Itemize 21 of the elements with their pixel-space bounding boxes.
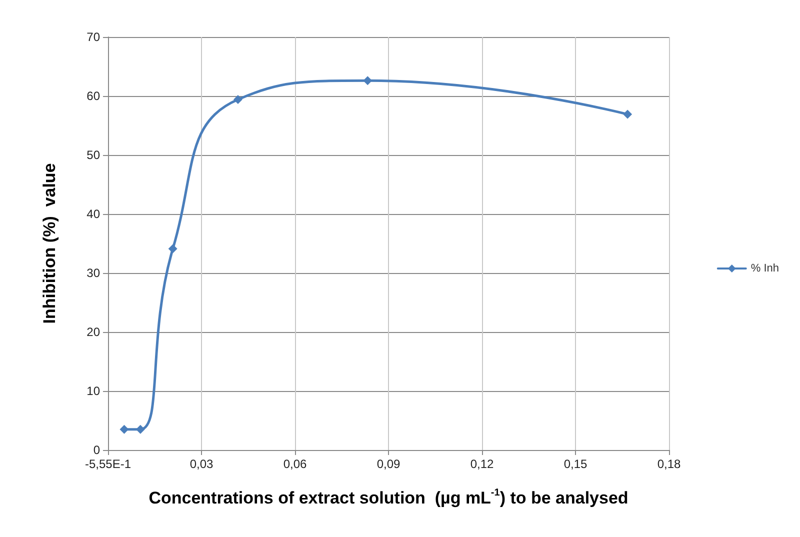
x-tick-label: 0,12	[470, 457, 494, 471]
x-tick-label: 0,09	[376, 457, 400, 471]
y-tick-label: 50	[86, 148, 100, 162]
point	[233, 95, 242, 104]
point	[168, 244, 178, 254]
x-tick-label: 0,18	[657, 457, 681, 471]
x-tick-label: 0,06	[283, 457, 307, 471]
y-tick-label: 0	[93, 443, 100, 457]
legend-label: % Inh	[750, 262, 780, 274]
y-tick-label: 60	[86, 89, 100, 103]
x-tick-label: 0,03	[190, 457, 214, 471]
y-tick-label: 70	[86, 30, 100, 44]
y-tick-label: 20	[86, 325, 100, 339]
y-tick-label: 40	[86, 207, 100, 221]
x-tick-label: -5,55E-1	[84, 457, 132, 471]
x-tick-label: 0,15	[564, 457, 588, 471]
y-axis-title: Inhibition (%) value	[40, 163, 59, 324]
point	[120, 424, 129, 434]
y-tick-label: 10	[86, 384, 100, 398]
y-tick-label: 30	[86, 266, 100, 280]
point	[623, 110, 632, 119]
